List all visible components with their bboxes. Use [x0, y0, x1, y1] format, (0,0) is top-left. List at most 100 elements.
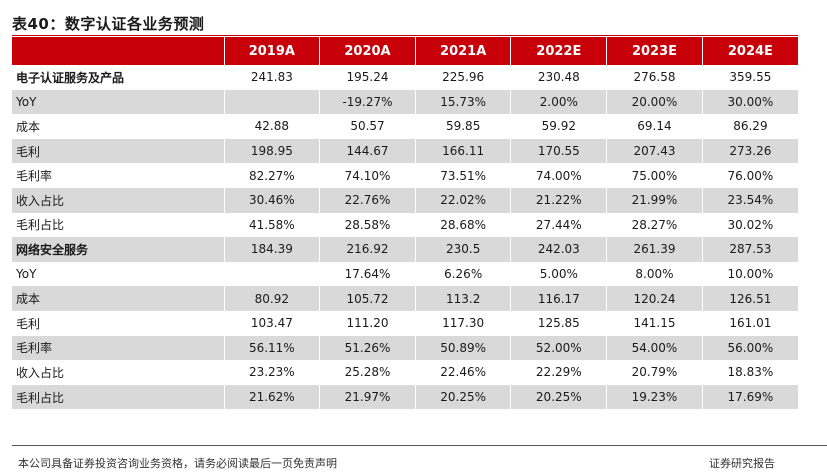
value-cell: 230.48 — [510, 65, 608, 90]
row-label: 成本 — [12, 286, 225, 311]
value-cell: 21.62% — [224, 384, 321, 410]
header-year-cell: 2024E — [702, 37, 798, 65]
row-label: 网络安全服务 — [12, 237, 225, 262]
value-cell: 28.27% — [606, 212, 703, 238]
table-row: 成本 42.88 50.57 59.85 59.92 69.14 86.29 — [12, 114, 798, 139]
value-cell: 22.02% — [415, 187, 512, 213]
row-label: 毛利占比 — [12, 384, 225, 410]
value-cell: 74.10% — [319, 163, 416, 188]
value-cell: 5.00% — [510, 261, 608, 287]
value-cell: 22.46% — [415, 360, 512, 385]
value-cell: 17.64% — [319, 261, 416, 287]
table-row: 毛利率 56.11% 51.26% 50.89% 52.00% 54.00% 56.00% — [12, 335, 798, 361]
value-cell: 30.00% — [702, 89, 798, 115]
value-cell: 126.51 — [702, 286, 798, 311]
table-header-row: 2019A 2020A 2021A 2022E 2023E 2024E — [12, 37, 798, 65]
header-year-cell: 2020A — [319, 37, 416, 65]
value-cell: 141.15 — [606, 310, 703, 336]
table-row: YoY 17.64% 6.26% 5.00% 8.00% 10.00% — [12, 261, 798, 287]
header-year-cell: 2023E — [606, 37, 703, 65]
value-cell: 21.99% — [606, 187, 703, 213]
value-cell: 261.39 — [606, 237, 703, 262]
value-cell: 198.95 — [224, 138, 321, 164]
value-cell: 207.43 — [606, 138, 703, 164]
value-cell: 30.02% — [727, 217, 774, 232]
row-label: 收入占比 — [12, 187, 225, 213]
value-cell: 225.96 — [415, 65, 512, 90]
value-cell: 144.67 — [319, 138, 416, 164]
table-row: 成本 80.92 105.72 113.2 116.17 120.24 126.51 — [12, 286, 798, 311]
footer-disclaimer: 本公司具备证券投资咨询业务资格，请务必阅读最后一页免责声明 — [18, 457, 337, 470]
value-cell: 125.85 — [510, 310, 608, 336]
table-row: YoY -19.27% 15.73% 2.00% 20.00% 30.00% — [12, 89, 798, 115]
footer-divider — [12, 445, 827, 446]
table-row: 收入占比 23.23% 25.28% 22.46% 22.29% 20.79% 18.83% — [12, 360, 798, 385]
header-year-cell: 2019A — [224, 37, 321, 65]
value-cell: 8.00% — [606, 261, 703, 287]
header-year-cell: 2022E — [510, 37, 608, 65]
row-label: 毛利占比 — [12, 212, 225, 238]
value-cell: 17.69% — [702, 384, 798, 410]
value-cell: 230.5 — [415, 237, 512, 262]
value-cell: 41.58% — [224, 212, 321, 238]
value-cell: 51.26% — [319, 335, 416, 361]
value-cell: -19.27% — [319, 89, 416, 115]
table-row: 毛利占比 41.58% 28.58% 28.68% 27.44% 28.27% 30.02% — [12, 212, 798, 238]
header-label-cell — [12, 37, 225, 65]
value-cell: 22.29% — [510, 360, 608, 385]
value-cell: 276.58 — [606, 65, 703, 90]
value-cell: 359.55 — [729, 70, 772, 85]
value-cell: 113.2 — [415, 286, 512, 311]
forecast-table: 2019A 2020A 2021A 2022E 2023E 2024E 电子认证服务及产品… — [12, 37, 798, 410]
row-label: 毛利 — [12, 138, 225, 164]
value-cell: 15.73% — [415, 89, 512, 115]
value-cell: 216.92 — [319, 237, 416, 262]
value-cell: 69.14 — [606, 114, 703, 139]
value-cell: 28.68% — [415, 212, 512, 238]
value-cell: 50.89% — [415, 335, 512, 361]
value-cell: 117.30 — [415, 310, 512, 336]
value-cell: 23.23% — [224, 360, 321, 385]
row-label: 毛利率 — [12, 163, 225, 188]
value-cell: 82.27% — [224, 163, 321, 188]
value-cell: 52.00% — [510, 335, 608, 361]
value-cell: 56.11% — [224, 335, 321, 361]
value-cell — [224, 89, 321, 115]
value-cell: 22.76% — [319, 187, 416, 213]
value-cell: 28.58% — [319, 212, 416, 238]
value-cell: 86.29 — [733, 119, 768, 134]
value-cell: 74.00% — [510, 163, 608, 188]
value-cell: 21.97% — [319, 384, 416, 410]
value-cell: 30.46% — [224, 187, 321, 213]
value-cell: 20.25% — [415, 384, 512, 410]
value-cell: 184.39 — [224, 237, 321, 262]
row-label: 电子认证服务及产品 — [12, 65, 225, 90]
row-label: 毛利 — [12, 310, 225, 336]
value-cell: 50.57 — [319, 114, 416, 139]
value-cell: 76.00% — [727, 168, 774, 183]
value-cell: 103.47 — [224, 310, 321, 336]
value-cell: 20.00% — [606, 89, 703, 115]
table-section-row: 网络安全服务 184.39 216.92 230.5 242.03 261.39 287.5… — [12, 237, 798, 262]
table-row: 毛利率 82.27% 74.10% 73.51% 74.00% 75.00% 76.00% — [12, 163, 798, 188]
value-cell: 161.01 — [729, 316, 772, 331]
value-cell: 170.55 — [510, 138, 608, 164]
value-cell: 73.51% — [415, 163, 512, 188]
value-cell: 59.85 — [415, 114, 512, 139]
value-cell: 166.11 — [415, 138, 512, 164]
value-cell: 19.23% — [606, 384, 703, 410]
value-cell: 18.83% — [727, 365, 774, 380]
value-cell: 242.03 — [510, 237, 608, 262]
row-label: 收入占比 — [12, 360, 225, 385]
row-label: YoY — [12, 89, 225, 115]
value-cell: 23.54% — [702, 187, 798, 213]
row-label: 成本 — [12, 114, 225, 139]
table-row: 毛利 103.47 111.20 117.30 125.85 141.15 161.01 — [12, 310, 798, 336]
value-cell: 287.53 — [702, 237, 798, 262]
value-cell: 10.00% — [727, 267, 774, 282]
value-cell: 75.00% — [606, 163, 703, 188]
value-cell: 25.28% — [319, 360, 416, 385]
value-cell: 105.72 — [319, 286, 416, 311]
table-row: 收入占比 30.46% 22.76% 22.02% 21.22% 21.99% 23.54% — [12, 187, 798, 213]
value-cell: 21.22% — [510, 187, 608, 213]
